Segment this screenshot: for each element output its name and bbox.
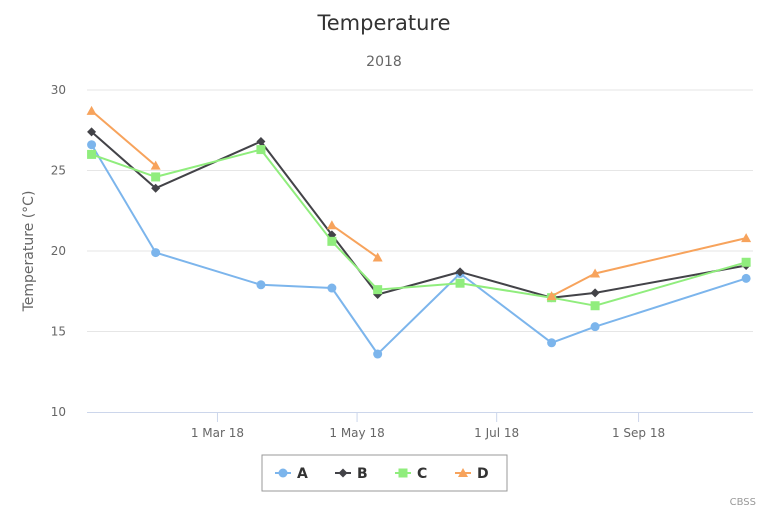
series-d-point[interactable]: [546, 291, 557, 301]
series-d-point[interactable]: [86, 105, 97, 115]
legend[interactable]: A B C D: [261, 454, 508, 492]
y-axis-title: Temperature (°C): [21, 191, 37, 313]
chart-title: Temperature: [316, 11, 450, 35]
legend-item-d[interactable]: D: [455, 466, 489, 482]
axes: 10 15 20 25 30 1 Mar 18 1 May 18 1 Jul 18 1 Sep …: [51, 83, 753, 440]
x-tick-label: 1 Jul 18: [474, 426, 519, 440]
series-layer: [86, 105, 752, 359]
y-tick-label: 10: [51, 405, 66, 419]
credits-label[interactable]: CBSS: [730, 497, 756, 508]
y-tick-label: 15: [51, 325, 66, 339]
legend-b-label: B: [357, 466, 368, 482]
legend-item-a[interactable]: A: [275, 466, 308, 482]
series-a-point[interactable]: [590, 322, 600, 332]
legend-item-c[interactable]: C: [395, 466, 427, 482]
chart-subtitle: 2018: [366, 54, 402, 70]
series-c-point[interactable]: [590, 301, 600, 311]
series-a-point[interactable]: [87, 140, 97, 150]
series-d-point[interactable]: [326, 220, 337, 230]
series-d: [86, 105, 752, 301]
legend-b-diamond-icon[interactable]: [338, 468, 348, 478]
series-c-point[interactable]: [373, 285, 383, 295]
series-b-point[interactable]: [256, 137, 266, 147]
series-d-point[interactable]: [741, 233, 752, 243]
series-b-point[interactable]: [87, 127, 97, 137]
x-tick-label: 1 May 18: [329, 426, 384, 440]
series-a-point[interactable]: [256, 280, 266, 290]
legend-item-b[interactable]: B: [335, 466, 368, 482]
series-a-point[interactable]: [373, 349, 383, 359]
series-d-line: [90, 109, 157, 167]
series-d-point[interactable]: [372, 252, 383, 262]
series-c-point[interactable]: [741, 257, 751, 267]
series-a-point[interactable]: [741, 273, 751, 283]
legend-c-label: C: [417, 466, 427, 482]
series-a: [87, 140, 751, 359]
y-tick-label: 30: [51, 83, 66, 97]
y-tick-label: 20: [51, 244, 66, 258]
series-d-point[interactable]: [150, 160, 161, 170]
x-tick-label: 1 Mar 18: [191, 426, 244, 440]
series-d-line: [330, 224, 379, 259]
series-c-point[interactable]: [256, 145, 266, 155]
series-a-point[interactable]: [151, 248, 161, 258]
legend-a-circle-icon[interactable]: [278, 468, 288, 478]
legend-c-square-icon[interactable]: [398, 468, 408, 478]
series-b-point[interactable]: [590, 288, 600, 298]
series-c-point[interactable]: [455, 278, 465, 288]
series-c: [87, 145, 751, 311]
series-c-point[interactable]: [151, 172, 161, 182]
series-a-point[interactable]: [547, 338, 557, 348]
series-a-point[interactable]: [327, 283, 337, 293]
legend-a-label: A: [297, 466, 308, 482]
series-d-point[interactable]: [590, 268, 601, 278]
legend-d-triangle-icon[interactable]: [458, 468, 468, 477]
series-b-point[interactable]: [455, 267, 465, 277]
y-tick-label: 25: [51, 164, 66, 178]
series-b-point[interactable]: [151, 183, 161, 193]
legend-d-label: D: [477, 466, 489, 482]
series-c-point[interactable]: [87, 149, 97, 159]
x-tick-label: 1 Sep 18: [612, 426, 665, 440]
series-c-point[interactable]: [327, 236, 337, 246]
